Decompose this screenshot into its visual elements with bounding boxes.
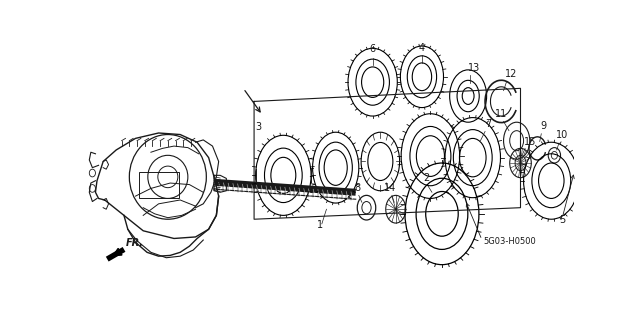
Text: 13: 13 [468, 63, 481, 73]
Text: 2: 2 [424, 173, 429, 183]
Text: 7: 7 [485, 119, 492, 129]
Text: 11: 11 [495, 109, 508, 119]
Bar [140, 172, 179, 198]
Text: 15: 15 [524, 137, 536, 146]
Text: 3: 3 [255, 122, 262, 132]
Text: 5: 5 [559, 215, 565, 225]
Text: 6: 6 [369, 44, 376, 54]
Text: 1: 1 [317, 220, 323, 230]
Text: 9: 9 [541, 121, 547, 131]
Text: 12: 12 [505, 69, 518, 79]
Text: 5G03-H0500: 5G03-H0500 [484, 237, 536, 246]
Text: 8: 8 [354, 183, 360, 193]
Text: 14: 14 [383, 183, 396, 193]
Text: FR.: FR. [125, 238, 143, 248]
Text: 10: 10 [556, 130, 568, 140]
Text: 4: 4 [419, 43, 425, 53]
